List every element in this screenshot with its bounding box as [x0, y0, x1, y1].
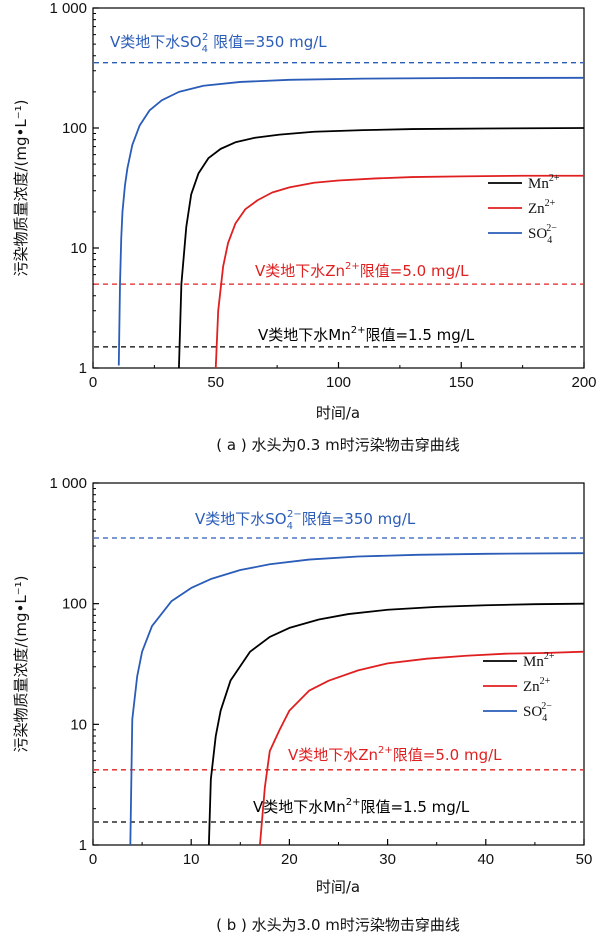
- caption: ( a ) 水头为0.3 m时污染物击穿曲线: [216, 436, 459, 454]
- chart-panel-a: 污染物质量浓度/(mg•L⁻¹) 1 10 100 1 000 0 50 100 150 200…: [12, 0, 597, 454]
- svg-text:Zn2+: Zn2+: [523, 676, 551, 695]
- series-line-Mn2+: [207, 602, 585, 846]
- svg-text:V类地下水Zn2+限值=5.0 mg/L: V类地下水Zn2+限值=5.0 mg/L: [255, 261, 469, 280]
- series-line-SO42-: [117, 76, 585, 366]
- svg-text:Mn2+: Mn2+: [523, 651, 555, 670]
- series-line-SO42-: [129, 552, 585, 846]
- y-tick-label: 1 000: [49, 475, 87, 492]
- legend: Mn2+ Zn2+ SO42−: [488, 173, 560, 246]
- y-tick-label: 100: [62, 596, 87, 613]
- x-tick-label: 0: [89, 374, 97, 391]
- y-tick-label: 10: [70, 716, 87, 733]
- svg-text:V类地下水SO42−限值=350 mg/L: V类地下水SO42−限值=350 mg/L: [195, 509, 416, 532]
- x-axis-label: 时间/a: [316, 404, 360, 422]
- chart-panel-b: 污染物质量浓度/(mg•L⁻¹) 1 10 100 1 000 0 10 20 30 40 50 V…: [12, 475, 592, 934]
- series-line-Mn2+: [178, 127, 585, 369]
- legend-label: SO42−: [523, 701, 552, 724]
- x-tick-label: 40: [477, 851, 494, 868]
- svg-text:SO42−: SO42−: [523, 701, 552, 724]
- svg-text:V类地下水Mn2+限值=1.5 mg/L: V类地下水Mn2+限值=1.5 mg/L: [253, 797, 470, 816]
- svg-text:V类地下水Mn2+限值=1.5 mg/L: V类地下水Mn2+限值=1.5 mg/L: [258, 325, 475, 344]
- x-tick-label: 20: [281, 851, 298, 868]
- x-tick-label: 150: [449, 374, 474, 391]
- series-line-Zn2+: [259, 650, 585, 846]
- legend-label: Mn2+: [528, 173, 560, 192]
- plot-area: 1 10 100 1 000 0 50 100 150 200 V类地下水SO42 限值=350 …: [49, 0, 596, 391]
- x-tick-label: 50: [576, 851, 593, 868]
- svg-text:Zn2+: Zn2+: [528, 198, 556, 217]
- caption: ( b ) 水头为3.0 m时污染物击穿曲线: [216, 916, 460, 934]
- limit-label-Mn2+: V类地下水Mn2+限值=1.5 mg/L: [258, 325, 475, 344]
- plot-frame: [92, 482, 585, 846]
- x-axis-label: 时间/a: [316, 878, 360, 896]
- svg-text:V类地下水Zn2+限值=5.0 mg/L: V类地下水Zn2+限值=5.0 mg/L: [288, 745, 502, 764]
- x-tick-label: 50: [207, 374, 224, 391]
- limit-label-Zn2+: V类地下水Zn2+限值=5.0 mg/L: [288, 745, 502, 764]
- legend-label: Zn2+: [528, 198, 556, 217]
- limit-label-SO42-: V类地下水SO42−限值=350 mg/L: [195, 509, 416, 532]
- y-tick-label: 1: [79, 837, 87, 854]
- svg-text:SO42−: SO42−: [528, 223, 557, 246]
- y-tick-label: 1 000: [49, 0, 87, 17]
- legend-label: SO42−: [528, 223, 557, 246]
- x-tick-label: 10: [183, 851, 200, 868]
- svg-text:Mn2+: Mn2+: [528, 173, 560, 192]
- limit-label-SO42-: V类地下水SO42 限值=350 mg/L: [110, 32, 327, 55]
- limit-label-Zn2+: V类地下水Zn2+限值=5.0 mg/L: [255, 261, 469, 280]
- x-tick-label: 30: [379, 851, 396, 868]
- y-tick-label: 100: [62, 120, 87, 137]
- y-axis-label: 污染物质量浓度/(mg•L⁻¹): [12, 575, 30, 752]
- limit-label-Mn2+: V类地下水Mn2+限值=1.5 mg/L: [253, 797, 470, 816]
- x-tick-label: 200: [571, 374, 596, 391]
- y-tick-label: 1: [79, 360, 87, 377]
- plot-area: 1 10 100 1 000 0 10 20 30 40 50 V类地下水SO42−限值=350 m…: [49, 475, 592, 868]
- legend-label: Zn2+: [523, 676, 551, 695]
- legend: Mn2+ Zn2+ SO42−: [483, 651, 555, 724]
- svg-text:V类地下水SO42 限值=350 mg/L: V类地下水SO42 限值=350 mg/L: [110, 32, 327, 55]
- y-axis-label: 污染物质量浓度/(mg•L⁻¹): [12, 99, 30, 276]
- series-line-Zn2+: [214, 174, 584, 369]
- plot-frame: [92, 7, 585, 369]
- legend-label: Mn2+: [523, 651, 555, 670]
- x-tick-label: 100: [326, 374, 351, 391]
- y-tick-label: 10: [70, 240, 87, 257]
- x-tick-label: 0: [89, 851, 97, 868]
